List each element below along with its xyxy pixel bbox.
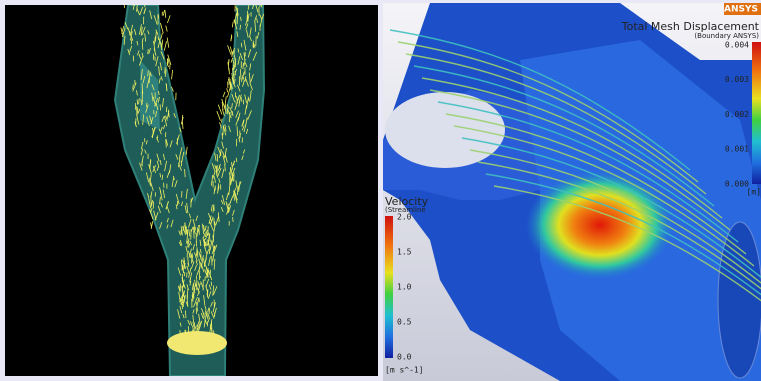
legend-tick-label: 0.001 (725, 145, 749, 154)
flow-cap (167, 331, 227, 355)
flow-vector (214, 218, 215, 226)
flow-vector (230, 167, 231, 174)
flow-vector (151, 195, 152, 204)
flow-vector (166, 107, 167, 112)
legend-tick-label: 1.5 (397, 248, 412, 257)
legend-tick-label: 2.0 (397, 213, 412, 222)
flow-vector (185, 310, 186, 318)
legend-unit: [m] (747, 188, 761, 197)
screenshot: ANSYS Total Mesh Displacement (Boundary … (0, 0, 761, 381)
legend-tick-label: 0.002 (725, 110, 749, 119)
flow-vector (211, 282, 212, 286)
legend-subtitle: (Boundary ANSYS) (694, 32, 759, 40)
legend-tick-label: 1.0 (397, 283, 412, 292)
flow-vector (187, 289, 188, 298)
flow-vector (211, 322, 212, 333)
legend-tick-label: 0.004 (725, 41, 749, 50)
color-bar (385, 216, 393, 358)
legend-tick-label: 0.5 (397, 318, 412, 327)
left-panel (5, 0, 378, 376)
pipe-end (718, 222, 761, 378)
brand: ANSYS (724, 5, 758, 15)
right-panel: ANSYS Total Mesh Displacement (Boundary … (383, 3, 761, 381)
legend-unit: [m s^-1] (385, 366, 424, 375)
flow-vector (205, 276, 206, 281)
flow-vector (132, 0, 136, 6)
flow-vector (223, 126, 224, 136)
flow-vector (148, 49, 149, 54)
flow-vector (133, 84, 134, 89)
legend-tick-label: 0.000 (725, 179, 749, 188)
legend-tick-label: 0.003 (725, 75, 749, 84)
color-bar (752, 42, 761, 184)
page: ANSYS Total Mesh Displacement (Boundary … (0, 0, 761, 381)
legend-tick-label: 0.0 (397, 353, 412, 362)
